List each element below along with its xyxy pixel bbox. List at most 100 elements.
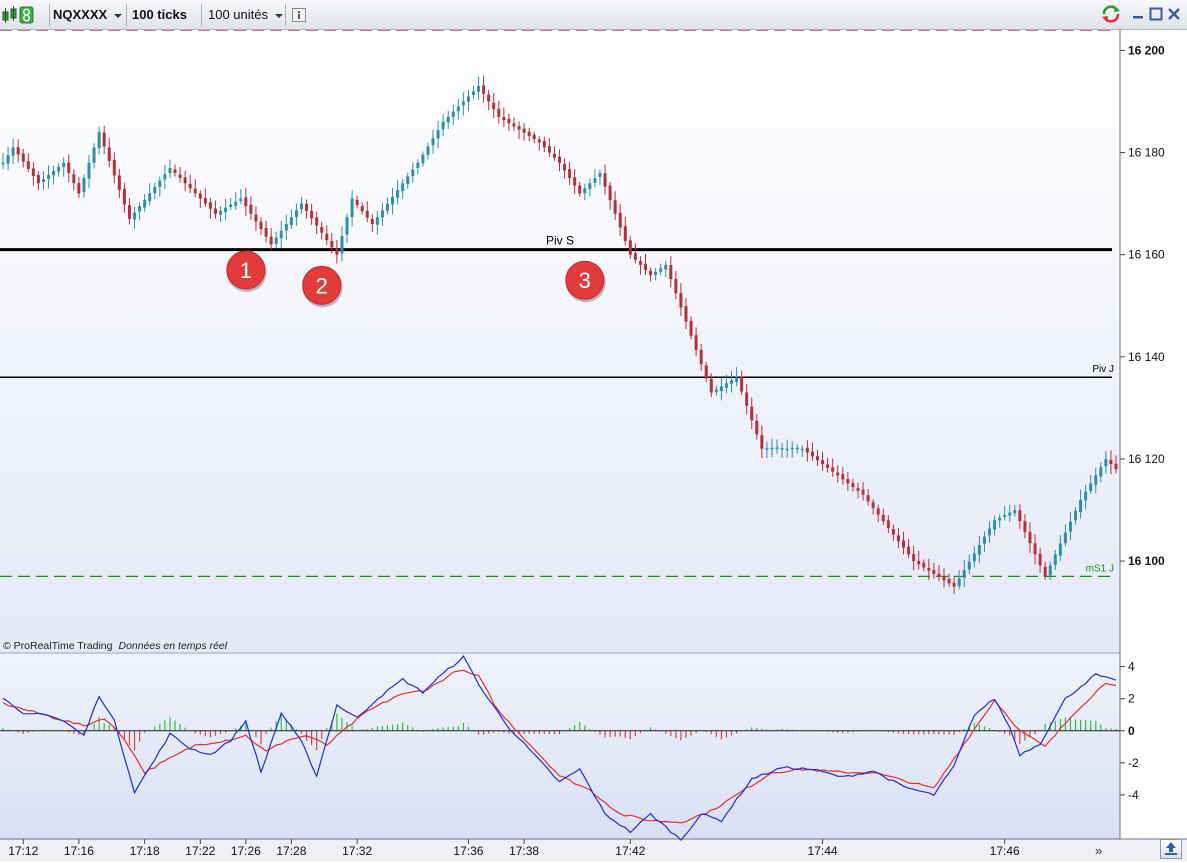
candle-body — [836, 472, 840, 476]
candle-body — [932, 569, 936, 574]
candle-body — [365, 210, 369, 218]
chevron-down-icon — [275, 13, 283, 18]
candle-body — [446, 116, 450, 123]
x-axis-background — [0, 839, 1187, 861]
candle-body — [967, 561, 971, 570]
macd-panel-background — [0, 653, 1120, 839]
candle-body — [881, 514, 885, 522]
scroll-right-button[interactable]: » — [1095, 843, 1103, 858]
candle-body — [345, 217, 349, 235]
chart-style-icon[interactable] — [2, 6, 34, 24]
candle-body — [654, 271, 658, 275]
candle-body — [780, 448, 784, 450]
candle-body — [866, 495, 870, 502]
toolbar: NQXXXX 100 ticks 100 unités — [0, 0, 1187, 40]
candle-body — [613, 200, 617, 214]
candle-body — [871, 502, 875, 508]
candle-body — [694, 335, 698, 351]
candle-body — [912, 554, 916, 562]
candle-body — [173, 169, 177, 173]
candle-body — [750, 406, 754, 421]
time-tick-label: 17:26 — [231, 844, 261, 858]
candle-body — [330, 240, 334, 248]
candle-body — [340, 235, 344, 254]
annotations: 1 2 3 — [226, 250, 606, 308]
candle-body — [563, 163, 567, 171]
info-icon[interactable] — [292, 8, 306, 22]
candle-body — [310, 210, 314, 219]
ticks-dropdown[interactable]: 100 ticks — [127, 4, 202, 40]
macd-tick-label: 4 — [1128, 660, 1135, 674]
candle-body — [198, 193, 202, 199]
annotation-circle — [565, 260, 605, 300]
candle-body — [487, 94, 491, 102]
candle-body — [633, 253, 637, 260]
candle-body — [492, 102, 496, 110]
candle-body — [1058, 543, 1062, 556]
candle-body — [122, 188, 126, 205]
maximize-icon[interactable] — [1148, 6, 1164, 22]
candle-body — [11, 147, 15, 156]
candle-body — [315, 217, 319, 226]
candle-body — [107, 147, 111, 162]
macd-tick-label: -4 — [1128, 788, 1139, 802]
candle-body — [1, 162, 5, 165]
symbol-dropdown[interactable]: NQXXXX — [50, 4, 127, 26]
macd-lines — [2, 655, 1117, 841]
copyright-text: © ProRealTime Trading — [3, 640, 113, 652]
level-label-S1: mS1 J — [1086, 563, 1114, 574]
macd-tick-label: 0 — [1128, 724, 1135, 738]
expand-panel-button[interactable] — [1160, 839, 1182, 859]
candle-body — [896, 535, 900, 542]
candle-body — [669, 264, 673, 280]
candle-body — [689, 320, 693, 336]
candle-body — [289, 217, 293, 225]
candle-body — [234, 201, 238, 206]
candle-body — [254, 214, 258, 222]
candle-body — [760, 435, 764, 449]
candle-body — [133, 212, 137, 220]
candle-body — [421, 154, 425, 164]
close-icon[interactable] — [1166, 6, 1182, 22]
time-tick-label: 17:46 — [990, 844, 1020, 858]
candle-body — [704, 365, 708, 379]
candle-body — [456, 106, 460, 112]
candle-body — [47, 175, 51, 179]
candle-body — [1089, 483, 1093, 491]
time-tick-label: 17:38 — [509, 844, 539, 858]
candle-body — [891, 529, 895, 535]
time-tick-label: 17:18 — [130, 844, 160, 858]
candle-body — [527, 131, 531, 136]
candle-body — [26, 161, 30, 169]
candle-body — [730, 380, 734, 384]
candle-body — [153, 187, 157, 194]
candle-body — [224, 207, 228, 213]
source-legend: © ProRealTime Trading Données en temps ré… — [3, 640, 227, 652]
candle-body — [299, 203, 303, 210]
candle-body — [972, 553, 976, 562]
candle-body — [1018, 510, 1022, 522]
minimize-icon[interactable] — [1130, 6, 1146, 22]
time-tick-label: 17:42 — [615, 844, 645, 858]
price-tick-label: 16 200 — [1128, 43, 1165, 57]
candle-body — [31, 168, 35, 177]
toolbar-divider — [34, 4, 50, 26]
price-axis: 16 100 16 120 16 140 16 160 16 180 16 200 — [1120, 43, 1165, 568]
candle-body — [922, 562, 926, 568]
candle-body — [740, 376, 744, 392]
candle-body — [284, 224, 288, 231]
candle-body — [82, 178, 86, 193]
price-tick-label: 16 140 — [1128, 350, 1165, 364]
candle-body — [67, 162, 71, 173]
candle-body — [816, 456, 820, 461]
time-tick-label: 17:16 — [64, 844, 94, 858]
symbol-label: NQXXXX — [53, 7, 108, 22]
candle-body — [684, 306, 688, 322]
refresh-icon[interactable] — [1100, 4, 1122, 24]
units-dropdown[interactable]: 100 unités — [202, 4, 286, 26]
upload-arrow-icon — [1165, 842, 1177, 855]
time-tick-label: 17:12 — [8, 844, 38, 858]
candle-body — [294, 210, 298, 218]
